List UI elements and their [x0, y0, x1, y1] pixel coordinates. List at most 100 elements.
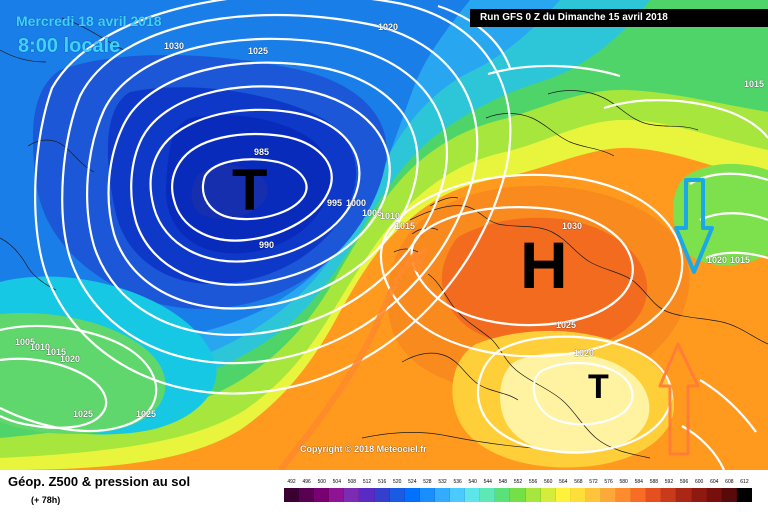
isobar-label-1015-west: 1015: [46, 347, 67, 357]
map-canvas: [0, 0, 768, 470]
colorbar-label: 572: [589, 479, 598, 485]
z500-pressure-map: [0, 0, 768, 470]
isobar-label-1025-north: 1025: [248, 46, 269, 56]
colorbar-cell: [344, 488, 360, 502]
isobar-label-1025-southwest-2: 1025: [136, 409, 157, 419]
colorbar-cell: [570, 488, 586, 502]
colorbar-label: 536: [453, 479, 462, 485]
isobar-label-1010: 1010: [380, 211, 401, 221]
model-run-label: Run GFS 0 Z du Dimanche 15 avril 2018: [470, 9, 768, 27]
colorbar-cell: [706, 488, 722, 502]
colorbar-label: 496: [302, 479, 311, 485]
product-title: Géop. Z500 & pression au sol: [8, 474, 191, 489]
isobar-label-1000: 1000: [346, 198, 367, 208]
colorbar-cell: [465, 488, 481, 502]
colorbar-cell: [480, 488, 496, 502]
forecast-date: Mercredi 18 avril 2018: [16, 13, 162, 29]
colorbar-label: 564: [559, 479, 568, 485]
isobar-label-995: 995: [327, 198, 343, 208]
colorbar-cell: [721, 488, 737, 502]
forecast-step: (+ 78h): [31, 495, 61, 505]
colorbar-cell: [691, 488, 707, 502]
colorbar-label: 516: [377, 479, 387, 485]
colorbar-label: 512: [362, 479, 372, 485]
isobar-label-1015-northeast: 1015: [744, 79, 765, 89]
cold-advection-arrow: [674, 178, 714, 274]
colorbar-label: 584: [634, 479, 643, 485]
isobar-label-990: 990: [259, 240, 275, 250]
colorbar-label: 504: [332, 479, 341, 485]
field-south-paleyellow: [500, 352, 650, 454]
colorbar-labels: 492 496 500 504 508 512 516 520 524 528 532 536 540 5…: [284, 478, 752, 488]
colorbar-label: 548: [498, 479, 508, 485]
colorbar-cell: [510, 488, 526, 502]
isobar-label-1010-west: 1010: [30, 342, 51, 352]
warm-advection-arrow: [658, 342, 700, 456]
colorbar-cell: [374, 488, 390, 502]
colorbar-cell: [329, 488, 345, 502]
colorbar-label: 528: [423, 479, 432, 485]
high-pressure-label: H: [520, 228, 568, 302]
colorbar-label: 612: [740, 479, 749, 485]
colorbar-cell: [600, 488, 617, 502]
copyright-text: Copyright © 2018 Meteociel.fr: [300, 444, 427, 454]
colorbar-cell: [646, 488, 662, 502]
colorbar-label: 604: [710, 479, 719, 485]
colorbar-cell: [525, 488, 541, 502]
colorbar-label: 524: [408, 479, 417, 485]
isobar-label-1020-east: 1020: [707, 255, 728, 265]
isobar-label-1025-high: 1025: [556, 320, 577, 330]
isobar-label-1020-south: 1020: [574, 348, 595, 358]
colorbar-label: 576: [604, 479, 613, 485]
forecast-local-time: 8:00 locale: [18, 35, 121, 57]
isobar-label-1020-west: 1020: [60, 354, 81, 364]
colorbar-label: 492: [287, 479, 296, 485]
isobar-label-1030-high: 1030: [562, 221, 583, 231]
colorbar-cell: [434, 488, 451, 502]
colorbar-label: 508: [347, 479, 357, 485]
colorbar-cell: [631, 488, 647, 502]
colorbar-cell: [661, 488, 677, 502]
isobar-label-1015: 1015: [395, 221, 416, 231]
colorbar-label: 540: [468, 479, 477, 485]
colorbar-cell: [299, 488, 315, 502]
colorbar-label: 592: [664, 479, 674, 485]
colorbar-label: 520: [393, 479, 402, 485]
colorbar-label: 500: [317, 479, 326, 485]
colorbar: [284, 488, 752, 502]
colorbar-label: 552: [513, 479, 523, 485]
colorbar-label: 560: [544, 479, 553, 485]
south-low-label: T: [588, 368, 609, 406]
colorbar-label: 532: [438, 479, 447, 485]
colorbar-cell: [495, 488, 511, 502]
colorbar-cell: [284, 488, 300, 502]
colorbar-cell: [736, 488, 752, 502]
colorbar-label: 580: [619, 479, 628, 485]
isobar-label-1005: 1005: [362, 208, 383, 218]
field-high-core: [441, 217, 648, 351]
warm-conveyor-arrow: [279, 246, 428, 470]
colorbar-cell: [555, 488, 571, 502]
colorbar-label: 608: [725, 479, 734, 485]
colorbar-cell: [359, 488, 375, 502]
colorbar-cell: [419, 488, 435, 502]
colorbar-cell: [404, 488, 420, 502]
isobar-label-1030-north: 1030: [164, 41, 185, 51]
low-pressure-label: T: [232, 158, 268, 223]
legend-panel: Géop. Z500 & pression au sol (+ 78h) 492…: [0, 470, 768, 512]
isobar-label-1020-north: 1020: [378, 22, 399, 32]
colorbar-cell: [540, 488, 556, 502]
isobar-label-1025-southwest: 1025: [73, 409, 94, 419]
isobar-label-1015-east: 1015: [730, 255, 751, 265]
isobar-label-985: 985: [254, 147, 270, 157]
colorbar-label: 588: [649, 479, 659, 485]
colorbar-cell: [585, 488, 601, 502]
colorbar-cell: [314, 488, 330, 502]
isobar-lines: [0, 0, 768, 470]
colorbar-label: 568: [574, 479, 583, 485]
colorbar-label: 600: [694, 479, 704, 485]
colorbar-cell: [676, 488, 692, 502]
colorbar-label: 544: [483, 479, 492, 485]
colorbar-cell: [450, 488, 466, 502]
